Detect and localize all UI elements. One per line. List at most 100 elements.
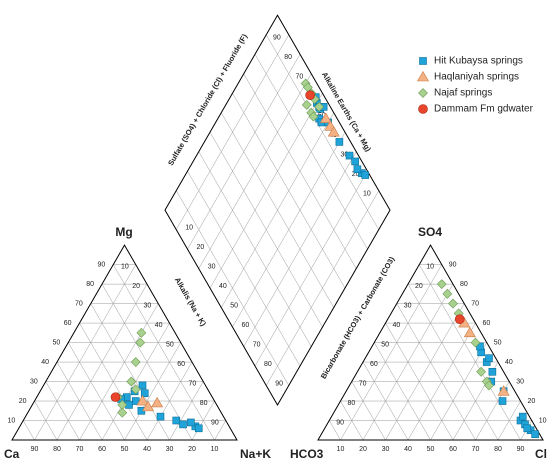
grid-line — [362, 361, 409, 441]
grid-line — [34, 400, 58, 441]
grid-line — [396, 303, 476, 441]
legend-label: Haqlaniyah springs — [434, 72, 519, 83]
tick-label: 60 — [370, 361, 378, 368]
grid-line — [90, 303, 170, 441]
tick-label: 90 — [273, 35, 281, 42]
legend-label: Najaf springs — [434, 88, 492, 99]
grid-line — [101, 283, 193, 441]
tick-label: 60 — [177, 361, 185, 368]
tick-label: 30 — [166, 446, 174, 453]
legend-label: Dammam Fm gdwater — [434, 104, 534, 115]
cation-point — [179, 420, 187, 429]
anion-point — [476, 366, 487, 377]
tick-label: 50 — [381, 341, 389, 348]
cation-point — [117, 407, 128, 418]
tick-label: 40 — [404, 446, 412, 453]
tick-label: 10 — [185, 224, 193, 231]
legend-label: Hit Kubaysa springs — [434, 56, 523, 67]
grid-line — [56, 361, 103, 441]
anion-point — [485, 354, 493, 362]
tick-label: 40 — [41, 359, 49, 366]
tick-label: 60 — [449, 446, 457, 453]
grid-line — [254, 54, 368, 250]
tick-label: 90 — [97, 261, 105, 268]
grid-line — [221, 112, 334, 308]
axis-label: Bicarbonate (HCO3) + Carbonate (CO3) — [319, 255, 397, 381]
cation-point — [136, 327, 147, 338]
cation-point — [138, 381, 147, 390]
tick-label: 40 — [219, 283, 227, 290]
anion-point — [531, 430, 539, 438]
tick-label: 50 — [427, 446, 435, 453]
tick-label: 40 — [155, 322, 163, 329]
anion-point — [463, 326, 476, 338]
grid-line — [340, 400, 364, 441]
anion-point — [518, 412, 527, 421]
legend-marker — [418, 104, 428, 114]
tick-label: 40 — [505, 359, 513, 366]
anion-point — [442, 288, 453, 299]
diamond-point — [335, 138, 344, 146]
anion-point — [523, 424, 532, 433]
legend-marker — [418, 88, 428, 98]
tick-label: 30 — [516, 378, 524, 385]
tick-label: 20 — [188, 446, 196, 453]
grid-line — [232, 93, 346, 289]
diamond — [164, 14, 391, 406]
grid-line — [407, 283, 499, 441]
diamond-point — [314, 101, 325, 112]
tick-label: 50 — [52, 339, 60, 346]
tick-label: 30 — [30, 378, 38, 385]
tick-label: 70 — [188, 380, 196, 387]
tick-label: 60 — [483, 320, 491, 327]
anion-point — [498, 397, 507, 405]
diamond-point — [305, 90, 315, 100]
diamond-point — [351, 157, 359, 166]
tick-label: 70 — [295, 74, 303, 81]
tick-label: 30 — [404, 302, 412, 309]
grid-line — [79, 322, 148, 441]
tick-label: 90 — [517, 446, 525, 453]
grid-line — [214, 420, 226, 441]
diamond-point — [319, 112, 332, 123]
tick-label: 90 — [211, 419, 219, 426]
legend-marker — [416, 70, 430, 82]
tick-label: 40 — [393, 322, 401, 329]
grid-line — [198, 151, 312, 347]
diamond-point — [301, 99, 312, 110]
cation-point — [151, 396, 164, 408]
anion-point — [448, 298, 458, 309]
tick-label: 90 — [31, 446, 39, 453]
tick-label: 50 — [494, 339, 502, 346]
corner-label: Cl — [535, 447, 547, 461]
tick-label: 70 — [76, 446, 84, 453]
grid-line — [79, 303, 159, 441]
tick-label: 10 — [121, 263, 129, 270]
cation-point — [194, 424, 203, 433]
tick-label: 80 — [86, 281, 94, 288]
grid-line — [187, 171, 301, 367]
grid-line — [34, 264, 136, 441]
tick-label: 20 — [528, 398, 536, 405]
cation-point — [130, 384, 141, 395]
tick-label: 80 — [494, 446, 502, 453]
diamond-point — [327, 126, 340, 137]
grid-line — [266, 34, 379, 230]
tick-label: 50 — [166, 341, 174, 348]
cation-point — [110, 392, 121, 402]
tick-label: 20 — [359, 446, 367, 453]
grid-line — [45, 381, 80, 441]
tick-label: 70 — [253, 341, 261, 348]
corner-label: SO4 — [418, 225, 442, 239]
tick-label: 60 — [242, 322, 250, 329]
tick-label: 30 — [382, 446, 390, 453]
tick-label: 80 — [200, 400, 208, 407]
tick-label: 60 — [98, 446, 106, 453]
tick-label: 10 — [426, 263, 434, 270]
axis-label: Alkalis (Na + K) — [173, 276, 208, 328]
grid-line — [169, 381, 204, 441]
anion-point — [454, 314, 465, 324]
axis-label: Alkaline Earths (Ca + Mg) — [320, 70, 373, 153]
grid-line — [176, 190, 289, 386]
anion-triangle — [317, 244, 544, 441]
